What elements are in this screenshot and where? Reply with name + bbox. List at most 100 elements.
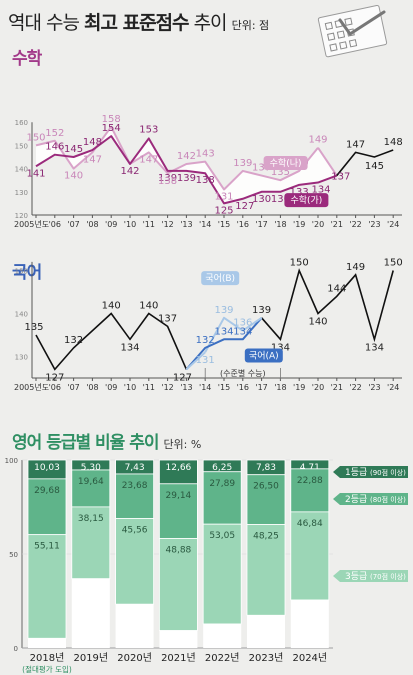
english-legend-note: (70점 이상) <box>370 572 406 581</box>
math-x-tick: '20 <box>312 220 324 229</box>
math-y-tick: 160 <box>15 119 28 127</box>
math-combined-line <box>336 149 394 177</box>
korean-value: 132 <box>64 335 83 346</box>
english-y-tick: 100 <box>5 457 18 465</box>
english-legend-name: 3등급 <box>345 571 367 582</box>
math-x-tick: '23 <box>368 220 380 229</box>
english-bar-segment <box>27 534 67 639</box>
math-na-value: 152 <box>45 128 64 139</box>
korean-x-tick: '18 <box>274 383 286 392</box>
korean-line-early <box>35 312 188 371</box>
english-bar-value: 27,89 <box>209 479 235 489</box>
math-ga-line <box>35 135 338 205</box>
korean-b-tag-label: 국어(B) <box>205 273 235 284</box>
korean-value: 150 <box>290 258 309 269</box>
korean-b-start <box>185 351 206 371</box>
english-bar-value: 7,83 <box>256 463 276 473</box>
korean-x-tick: '09 <box>105 383 117 392</box>
english-bar-segment <box>158 538 198 631</box>
korean-value: 137 <box>158 313 177 324</box>
korean-x-tick: '10 <box>124 383 136 392</box>
english-bar-segment <box>246 474 286 525</box>
math-x-tick: '24 <box>387 220 399 229</box>
english-bar-value: 48,88 <box>166 546 192 556</box>
korean-value: 144 <box>327 283 346 294</box>
math-y-tick: 150 <box>15 142 28 150</box>
korean-x-tick: '07 <box>67 383 79 392</box>
korean-value: 140 <box>139 301 158 312</box>
math-na-line <box>35 125 319 191</box>
math-ga-value: 138 <box>196 175 215 186</box>
english-bar-segment <box>290 468 330 513</box>
english-bar-value: 53,05 <box>209 531 235 541</box>
korean-x-tick: '23 <box>368 383 380 392</box>
math-x-tick: '10 <box>124 220 136 229</box>
math-na-value: 150 <box>26 132 45 143</box>
math-na-value: 158 <box>102 114 121 125</box>
english-category-label: 2018년 <box>30 652 65 664</box>
english-bar-segment <box>202 471 242 525</box>
english-category-label: 2019년 <box>73 652 108 664</box>
korean-x-tick: '24 <box>387 383 399 392</box>
english-y-tick: 50 <box>9 551 18 559</box>
korean-x-tick: '16 <box>237 383 249 392</box>
korean-value: 127 <box>173 372 192 383</box>
math-ga-value: 133 <box>290 187 309 198</box>
korean-b-end <box>242 316 263 332</box>
korean-b-value: 131 <box>196 355 215 366</box>
korean-b-value: 136 <box>233 318 252 329</box>
math-ga-value: 137 <box>331 172 350 183</box>
korean-value: 127 <box>45 372 64 383</box>
math-x-tick: '17 <box>255 220 267 229</box>
korean-x-tick: '11 <box>143 383 155 392</box>
english-category-label: 2024년 <box>292 652 327 664</box>
math-na-tag <box>263 155 308 170</box>
korean-x-tick: '06 <box>49 383 61 392</box>
korean-a-value: 134 <box>214 326 233 337</box>
math-ga-value: 148 <box>83 137 102 148</box>
english-bar-value: 48,25 <box>253 532 279 542</box>
english-bar-segment <box>71 469 111 508</box>
math-ga-value: 125 <box>214 205 233 216</box>
math-band-area <box>36 126 318 204</box>
math-na-value: 147 <box>139 154 158 165</box>
math-ga-value: 153 <box>139 124 158 135</box>
korean-line-late <box>260 268 394 343</box>
math-na-value: 143 <box>196 149 215 160</box>
korean-x-tick: '12 <box>161 383 173 392</box>
korean-value: 135 <box>24 322 43 333</box>
title-unit: 단위: 점 <box>231 19 270 32</box>
math-na-line-tail <box>317 147 338 177</box>
korean-a-tag <box>244 348 283 363</box>
english-legend-tag <box>333 493 408 505</box>
english-bar-value: 22,88 <box>297 476 323 486</box>
korean-x-tick: '20 <box>312 383 324 392</box>
korean-a-line <box>185 317 263 371</box>
english-bar-segment <box>115 473 154 519</box>
math-ga-value: 134 <box>311 185 330 196</box>
korean-x-tick: '13 <box>180 383 192 392</box>
korean-x-tick: '15 <box>218 383 230 392</box>
math-combined-value: 145 <box>365 161 384 172</box>
english-category-label: 2022년 <box>205 652 240 664</box>
korean-x-tick: '21 <box>331 383 343 392</box>
math-na-value: 140 <box>64 171 83 182</box>
korean-value: 140 <box>308 317 327 328</box>
math-na-value: 142 <box>177 151 196 162</box>
korean-value: 150 <box>384 258 403 269</box>
math-ga-value: 142 <box>120 166 139 177</box>
english-bar-value: 7,43 <box>125 463 145 473</box>
english-bar-value: 45,56 <box>122 525 148 535</box>
math-ga-value: 139 <box>158 173 177 184</box>
korean-y-tick: 140 <box>15 311 28 319</box>
math-combined-value: 147 <box>346 139 365 150</box>
math-x-tick: '07 <box>67 220 79 229</box>
korean-annotation: (수준별 수능) <box>220 368 266 378</box>
english-bar-segment <box>71 506 111 580</box>
korean-value: 134 <box>120 342 139 353</box>
english-bar-value: 4,71 <box>300 463 320 473</box>
english-category-label: 2023년 <box>249 652 284 664</box>
english-section-title: 영어 등급별 비율 추이 단위: % <box>12 433 202 453</box>
korean-b-tag <box>201 271 240 286</box>
korean-value: 140 <box>102 301 121 312</box>
